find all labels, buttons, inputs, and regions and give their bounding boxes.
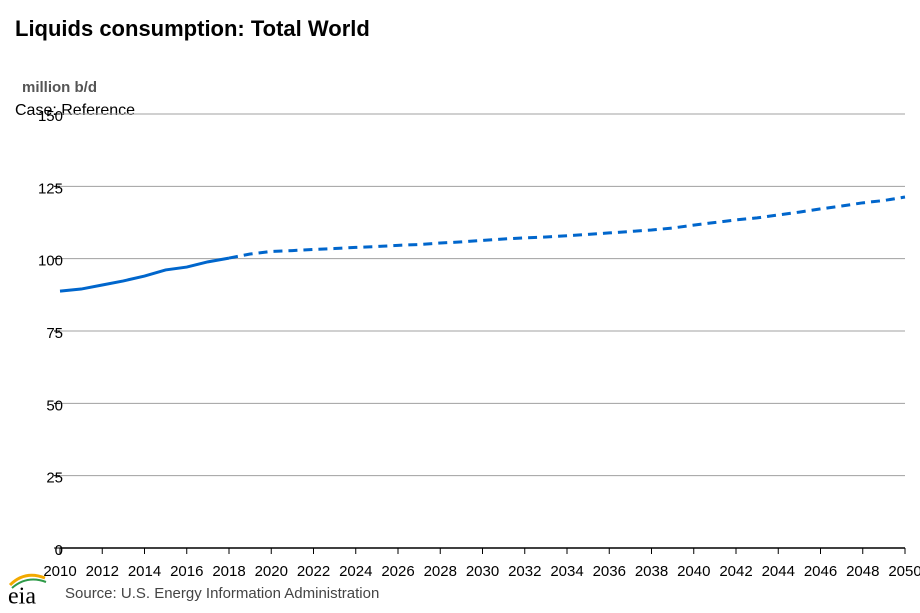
- y-tick-label: 150: [38, 108, 63, 125]
- x-tick-label: 2036: [593, 563, 626, 580]
- x-tick-label: 2034: [550, 563, 583, 580]
- x-tick-label: 2048: [846, 563, 879, 580]
- chart-title: Liquids consumption: Total World: [15, 16, 370, 41]
- subtitle: Case: Reference: [15, 102, 135, 119]
- x-tick-label: 2028: [424, 563, 457, 580]
- x-tick-label: 2046: [804, 563, 837, 580]
- x-tick-label: 2014: [128, 563, 161, 580]
- x-tick-label: 2024: [339, 563, 372, 580]
- x-tick-label: 2026: [381, 563, 414, 580]
- x-tick-label: 2040: [677, 563, 710, 580]
- y-tick-label: 75: [46, 325, 63, 342]
- line-projection: [228, 195, 906, 260]
- x-tick-label: 2038: [635, 563, 668, 580]
- x-tick-label: 2020: [255, 563, 288, 580]
- y-tick-label: 0: [55, 542, 63, 559]
- x-tick-label: 2018: [212, 563, 245, 580]
- x-tick-label: 2030: [466, 563, 499, 580]
- x-tick-label: 2042: [719, 563, 752, 580]
- x-tick-label: 2010: [43, 563, 76, 580]
- x-tick-label: 2050: [888, 563, 920, 580]
- x-tick-label: 2016: [170, 563, 203, 580]
- logo-arc: [8, 573, 46, 587]
- y-tick-label: 100: [38, 253, 63, 270]
- source: Source: U.S. Energy Information Administ…: [65, 585, 379, 602]
- x-tick-label: 2032: [508, 563, 541, 580]
- x-tick-label: 2012: [86, 563, 119, 580]
- y-tick-label: 50: [46, 397, 63, 414]
- logo: eia: [8, 584, 36, 610]
- y-tick-label: 125: [38, 180, 63, 197]
- x-tick-label: 2044: [762, 563, 795, 580]
- line-history: [59, 256, 230, 293]
- logo-arc: [11, 578, 47, 589]
- x-tick-label: 2022: [297, 563, 330, 580]
- y-tick-label: 25: [46, 470, 63, 487]
- y-axis-label: million b/d: [22, 79, 97, 96]
